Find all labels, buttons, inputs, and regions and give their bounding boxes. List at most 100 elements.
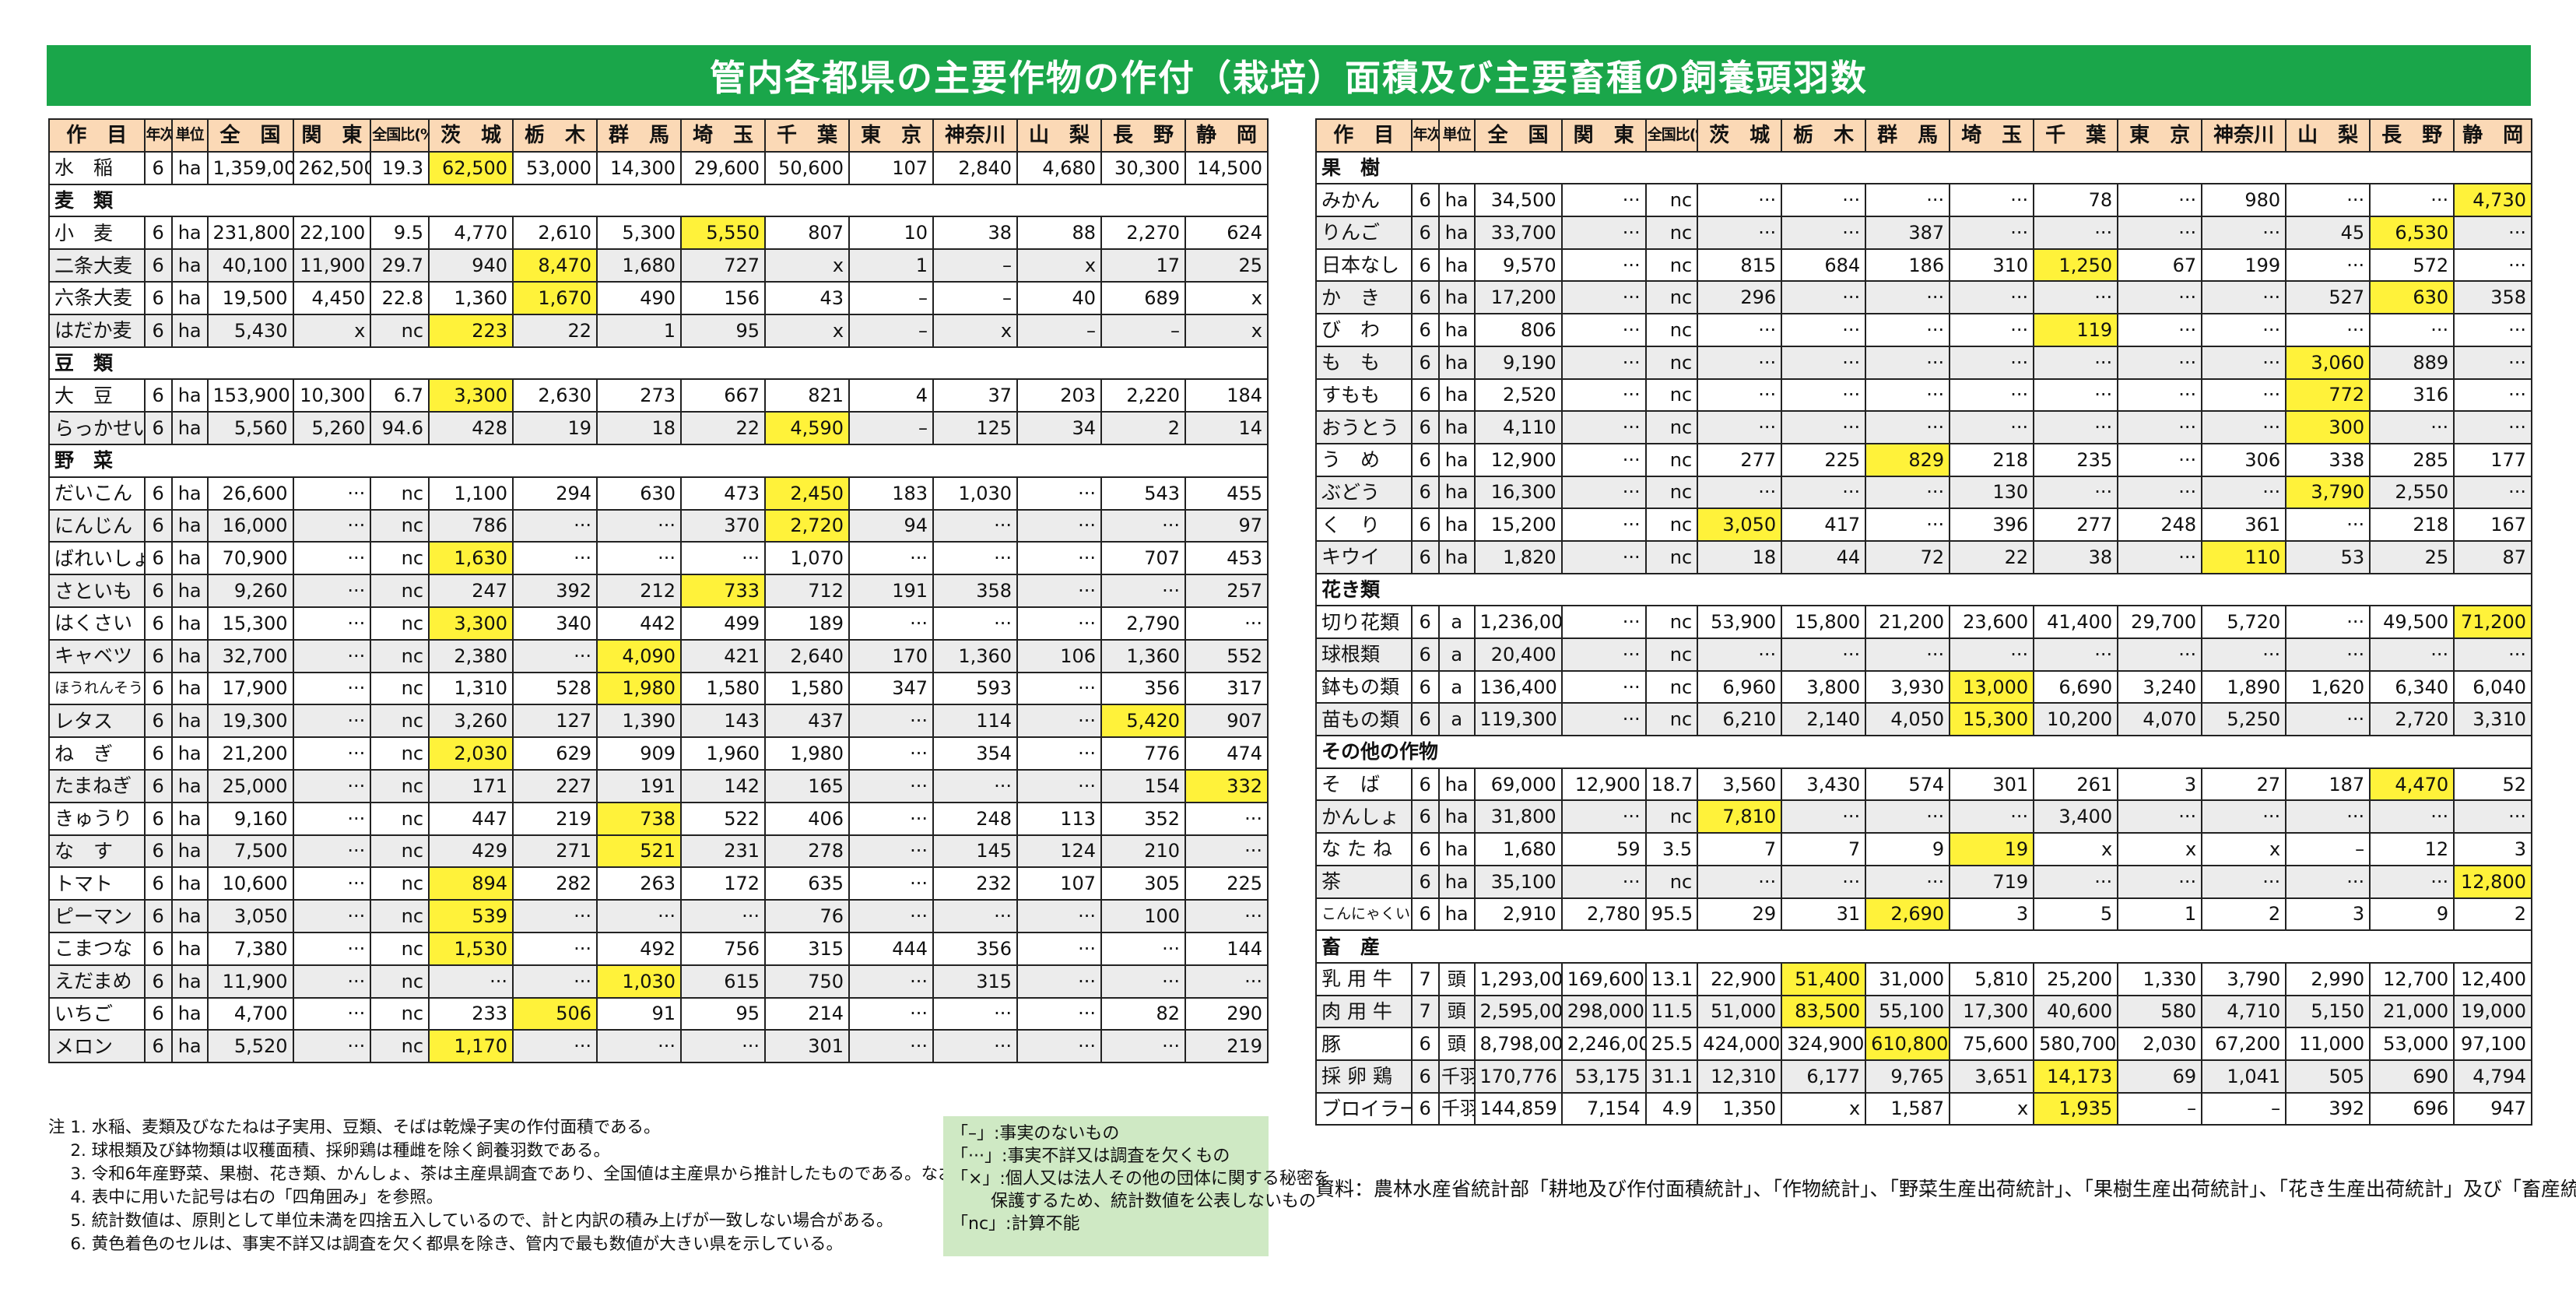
data-cell: 261 (2033, 767, 2119, 802)
data-cell: 310 (1949, 248, 2035, 283)
data-cell: 67,200 (2201, 1027, 2287, 1061)
data-cell: 232 (932, 866, 1019, 901)
data-cell: 144,859 (1473, 1091, 1563, 1126)
note-line: 注 1. 水稲、麦類及びなたねは子実用、豆類、そばは乾燥子実の作付面積である。 (48, 1118, 661, 1137)
data-cell: 3,050 (206, 899, 294, 933)
data-cell: nc (370, 736, 430, 771)
data-cell: – (1100, 313, 1187, 348)
data-cell: 5,560 (206, 411, 294, 445)
data-cell: ··· (1100, 931, 1187, 966)
table-row: ね ぎ 6 ha 21,200 ··· nc 2,030 629 909 1,960 1,980 ··… (48, 736, 1269, 771)
data-cell: 1,360 (428, 280, 514, 315)
data-cell: ··· (292, 964, 372, 999)
data-cell: 9,570 (1473, 248, 1563, 283)
data-cell: 10 (848, 216, 935, 251)
data-cell: 4,700 (206, 996, 294, 1031)
table-row: キャベツ 6 ha 32,700 ··· nc 2,380 ··· 4,090 421 2,640 1… (48, 638, 1269, 673)
crop-name-cell: 豚 (1315, 1027, 1413, 1061)
data-cell: ha (1437, 216, 1476, 250)
data-cell: 16,000 (206, 508, 294, 543)
data-cell: 125 (932, 411, 1019, 445)
data-cell: 248 (932, 801, 1019, 836)
data-cell: 356 (1100, 671, 1187, 706)
data-cell: 6 (1410, 248, 1440, 283)
column-header: 長 野 (1100, 118, 1187, 153)
section-header-row: 花き類 (1315, 572, 2532, 607)
data-cell: 543 (1100, 476, 1187, 511)
data-cell: ··· (292, 931, 372, 966)
data-cell: ··· (1560, 702, 1647, 737)
data-cell: 95 (680, 313, 767, 348)
column-header: 茨 城 (428, 118, 514, 153)
data-cell: 3,800 (1781, 669, 1867, 704)
data-cell: ··· (2033, 216, 2119, 250)
data-cell: 219 (1184, 1029, 1269, 1064)
highlighted-max-cell: 4,590 (764, 411, 851, 445)
data-cell: 6 (1410, 216, 1440, 250)
data-cell: 1,587 (1865, 1091, 1951, 1126)
data-cell: 9 (1865, 832, 1951, 866)
data-cell: 6 (1410, 378, 1440, 413)
data-cell: 338 (2285, 442, 2371, 477)
data-cell: ha (170, 606, 209, 641)
highlighted-max-cell: 829 (1865, 442, 1951, 477)
highlighted-max-cell: 506 (512, 996, 598, 1031)
column-header: 静 岡 (1184, 118, 1269, 153)
data-cell: 183 (848, 476, 935, 511)
data-cell: 296 (1697, 280, 1783, 315)
data-cell: 94.6 (370, 411, 430, 445)
data-cell: 3,930 (1865, 669, 1951, 704)
data-cell: ··· (2117, 442, 2203, 477)
data-cell: 31,000 (1865, 961, 1951, 996)
data-cell: ··· (1781, 183, 1867, 218)
data-cell: 29.7 (370, 248, 430, 283)
data-cell: 6 (1410, 702, 1440, 737)
data-cell: 19.3 (370, 150, 430, 185)
data-cell: 21,000 (2369, 994, 2455, 1029)
data-cell: 552 (1184, 638, 1269, 673)
data-cell: 492 (596, 931, 683, 966)
data-cell: ··· (2453, 248, 2532, 283)
column-header: 関 東 (1560, 118, 1647, 153)
data-cell: ··· (2453, 410, 2532, 444)
table-row: レタス 6 ha 19,300 ··· nc 3,260 127 1,390 143 437 ··· 1… (48, 704, 1269, 739)
data-cell: 12,310 (1697, 1059, 1783, 1094)
data-cell: nc (370, 931, 430, 966)
data-cell: ··· (1560, 183, 1647, 218)
data-cell: 505 (2285, 1059, 2371, 1094)
data-cell: ··· (292, 834, 372, 869)
data-cell: 189 (764, 606, 851, 641)
data-cell: – (932, 280, 1019, 315)
data-cell: 170 (848, 638, 935, 673)
data-cell: ··· (2285, 248, 2371, 283)
data-cell: ··· (2033, 345, 2119, 380)
data-cell: ··· (2117, 539, 2203, 574)
data-cell: ··· (1865, 475, 1951, 510)
data-cell: 19,500 (206, 280, 294, 315)
data-cell: nc (1644, 508, 1699, 542)
data-cell: 727 (680, 248, 767, 283)
data-cell: 17,300 (1949, 994, 2035, 1029)
table-row: 鉢もの類 6 a 136,400 ··· nc 6,960 3,800 3,930 13,000 6… (1315, 669, 2532, 704)
data-cell: – (848, 313, 935, 348)
data-cell: 76 (764, 899, 851, 933)
data-cell: ··· (2117, 378, 2203, 413)
data-cell: 271 (512, 834, 598, 869)
data-cell: ··· (292, 671, 372, 706)
highlighted-max-cell: 51,400 (1781, 961, 1867, 996)
data-cell: ··· (292, 704, 372, 739)
data-cell: 69,000 (1473, 767, 1563, 802)
data-cell: 22.8 (370, 280, 430, 315)
data-cell: ha (170, 899, 209, 933)
data-cell: ha (170, 638, 209, 673)
data-cell: ha (170, 866, 209, 901)
data-cell: ··· (1697, 637, 1783, 672)
data-cell: ha (170, 736, 209, 771)
data-cell: 3,240 (2117, 669, 2203, 704)
data-cell: 473 (680, 476, 767, 511)
data-cell: a (1437, 637, 1476, 672)
data-cell: 頭 (1437, 961, 1476, 996)
data-cell: 186 (1865, 248, 1951, 283)
data-cell: ··· (1100, 1029, 1187, 1064)
data-cell: nc (1644, 280, 1699, 315)
